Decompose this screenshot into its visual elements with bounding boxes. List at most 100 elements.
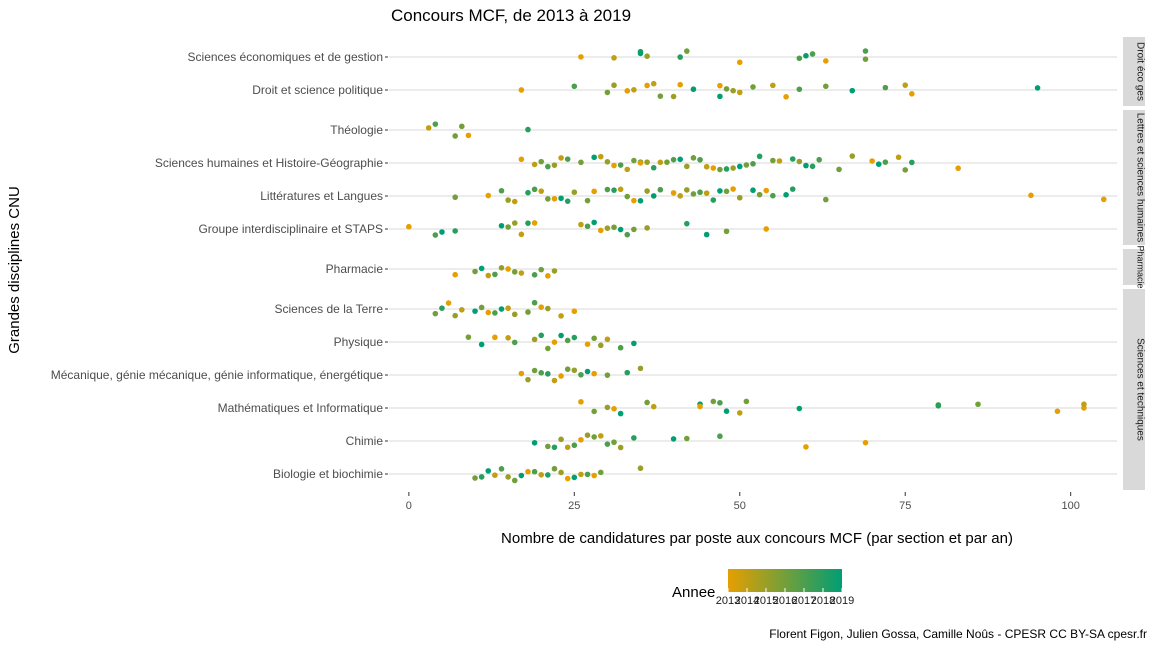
data-point: [531, 439, 538, 446]
data-point: [736, 194, 743, 201]
data-point: [611, 162, 617, 169]
data-point: [723, 228, 730, 235]
data-point: [611, 439, 617, 446]
data-point: [697, 189, 703, 196]
data-point: [796, 405, 803, 412]
data-point: [644, 159, 650, 165]
data-point: [485, 468, 492, 474]
data-point: [604, 225, 611, 231]
data-point: [631, 340, 637, 347]
data-point: [955, 165, 961, 172]
data-point: [452, 228, 458, 234]
data-point: [492, 472, 498, 478]
data-point: [432, 232, 439, 238]
x-tick-label: 25: [568, 500, 580, 512]
data-point: [624, 166, 631, 173]
data-point: [485, 192, 492, 199]
data-point: [604, 186, 611, 193]
panel-strip-label: Pharmacie: [1136, 245, 1146, 288]
panel-strip: [1123, 37, 1145, 106]
data-point: [717, 188, 723, 194]
data-point: [789, 186, 796, 192]
x-axis-title: Nombre de candidatures par poste aux con…: [501, 530, 1013, 547]
data-point: [677, 156, 683, 163]
data-point: [776, 158, 783, 164]
data-point: [551, 162, 558, 168]
data-point: [505, 474, 511, 480]
legend-label: 2017: [792, 595, 816, 607]
data-point: [677, 54, 683, 60]
data-point: [849, 87, 856, 94]
data-point: [538, 266, 545, 273]
legend-label: 2016: [773, 595, 797, 607]
data-point: [710, 165, 717, 171]
data-point: [545, 305, 551, 312]
y-tick-label: Biologie et biochimie: [273, 467, 383, 481]
data-point: [730, 87, 736, 94]
panel-strip-label: Droit éco ges: [1135, 42, 1146, 101]
data-point: [525, 189, 531, 196]
data-point: [478, 304, 485, 311]
data-point: [545, 163, 551, 170]
data-point: [558, 195, 564, 202]
data-point: [505, 335, 511, 341]
data-point: [578, 399, 584, 405]
data-point: [823, 196, 829, 203]
data-point: [518, 472, 525, 479]
data-point: [498, 265, 505, 271]
data-point: [770, 192, 776, 199]
data-point: [1100, 196, 1107, 203]
data-point: [650, 403, 657, 410]
data-point: [531, 186, 538, 193]
data-point: [465, 334, 472, 340]
data-point: [657, 159, 664, 166]
data-point: [518, 270, 525, 276]
data-point: [551, 377, 558, 384]
data-point: [736, 59, 743, 66]
data-point: [571, 83, 578, 90]
data-point: [538, 304, 545, 310]
data-point: [571, 367, 578, 374]
data-point: [690, 86, 697, 93]
y-tick-label: Littératures et Langues: [260, 189, 383, 203]
legend-label: 2015: [754, 595, 778, 607]
data-point: [578, 159, 584, 166]
data-point: [551, 444, 558, 451]
data-point: [445, 300, 452, 306]
data-point: [525, 126, 531, 133]
panel-strip-label: Lettres et sciences humaines: [1135, 113, 1146, 243]
legend-label: 2014: [735, 595, 759, 607]
data-point: [875, 161, 882, 168]
data-point: [730, 186, 736, 192]
data-point: [505, 224, 511, 230]
data-point: [478, 265, 485, 272]
data-point: [597, 433, 604, 439]
data-point: [644, 188, 650, 194]
data-point: [604, 441, 611, 447]
data-point: [578, 436, 584, 443]
data-point: [591, 408, 597, 415]
data-point: [975, 401, 981, 408]
data-point: [611, 405, 617, 412]
legend-colorbar: [728, 569, 842, 592]
data-point: [406, 223, 412, 230]
data-point: [869, 158, 875, 164]
data-point: [511, 220, 518, 226]
data-point: [571, 334, 578, 341]
data-point: [492, 310, 498, 316]
data-point: [624, 369, 631, 376]
data-point: [591, 154, 597, 161]
data-point: [684, 435, 690, 442]
y-tick-label: Sciences humaines et Histoire-Géographie: [155, 156, 383, 170]
data-point: [783, 93, 789, 100]
data-point: [571, 308, 578, 315]
data-point: [809, 51, 816, 57]
data-point: [611, 187, 617, 193]
data-point: [472, 268, 478, 275]
data-point: [909, 159, 915, 166]
x-tick-label: 50: [734, 500, 746, 512]
data-point: [564, 198, 571, 204]
data-point: [518, 370, 525, 377]
data-point: [558, 436, 564, 443]
